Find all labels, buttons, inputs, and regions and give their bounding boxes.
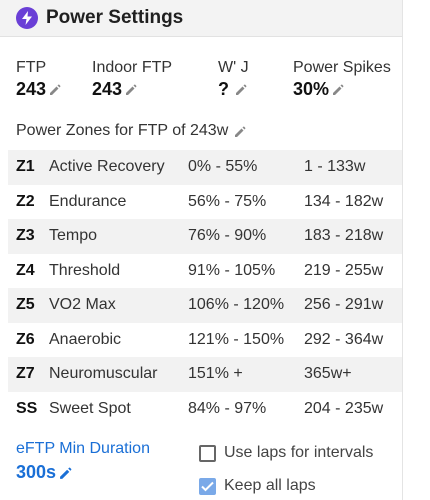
edit-pencil-icon[interactable]: [125, 84, 137, 96]
stat-value: 30%: [293, 79, 330, 99]
stat-label: FTP: [16, 59, 47, 76]
zone-row: Z7 Neuromuscular 151% + 365w+: [8, 357, 402, 392]
zone-code: SS: [16, 399, 38, 417]
stat-value: 243: [92, 79, 123, 99]
zone-row: Z3 Tempo 76% - 90% 183 - 218w: [8, 219, 402, 254]
zone-code: Z5: [16, 296, 35, 314]
stat-label: Power Spikes: [293, 59, 391, 76]
stat-ftp: FTP 243: [16, 59, 61, 99]
zone-percent: 76% - 90%: [188, 227, 267, 245]
zone-code: Z4: [16, 261, 35, 279]
lightning-bolt-icon: [16, 7, 38, 29]
zone-percent: 121% - 150%: [188, 330, 285, 348]
edit-pencil-icon[interactable]: [234, 126, 246, 138]
zone-watts: 183 - 218w: [304, 227, 384, 245]
zone-code: Z2: [16, 192, 35, 210]
zone-watts: 292 - 364w: [304, 330, 384, 348]
eftp-label: eFTP Min Duration: [16, 440, 150, 457]
zone-row: Z5 VO2 Max 106% - 120% 256 - 291w: [8, 288, 402, 323]
keep-all-laps-checkbox[interactable]: Keep all laps: [199, 477, 316, 495]
zone-percent: 56% - 75%: [188, 192, 267, 210]
power-zones-table: Z1 Active Recovery 0% - 55% 1 - 133w Z2 …: [8, 150, 402, 426]
zones-heading: Power Zones for FTP of 243w: [16, 122, 246, 140]
zone-name: VO2 Max: [49, 296, 116, 314]
zone-watts: 256 - 291w: [304, 296, 384, 314]
eftp-min-duration: eFTP Min Duration 300s: [16, 440, 150, 483]
stat-value: ?: [218, 79, 229, 99]
checkbox-unchecked-icon[interactable]: [199, 444, 216, 462]
zone-name: Endurance: [49, 192, 127, 210]
stat-label: Indoor FTP: [92, 59, 173, 76]
zone-percent: 151% +: [188, 365, 243, 383]
use-laps-checkbox[interactable]: Use laps for intervals: [199, 444, 373, 462]
zone-name: Tempo: [49, 227, 98, 245]
edit-pencil-icon[interactable]: [332, 84, 344, 96]
stat-indoor-ftp: Indoor FTP 243: [92, 59, 172, 99]
zone-row: Z1 Active Recovery 0% - 55% 1 - 133w: [8, 150, 402, 185]
panel-title: Power Settings: [46, 7, 184, 28]
zone-row: SS Sweet Spot 84% - 97% 204 - 235w: [8, 392, 402, 427]
use-laps-label: Use laps for intervals: [224, 444, 374, 461]
zone-watts: 134 - 182w: [304, 192, 384, 210]
stat-label: W' J: [218, 59, 249, 76]
zone-watts: 365w+: [304, 365, 352, 383]
eftp-value: 300s: [16, 462, 57, 482]
zone-percent: 84% - 97%: [188, 399, 267, 417]
zone-name: Sweet Spot: [49, 399, 131, 417]
zone-code: Z7: [16, 365, 35, 383]
zone-percent: 106% - 120%: [188, 296, 285, 314]
zone-row: Z6 Anaerobic 121% - 150% 292 - 364w: [8, 323, 402, 358]
zone-percent: 0% - 55%: [188, 158, 258, 176]
zone-code: Z1: [16, 158, 35, 176]
zone-code: Z6: [16, 330, 35, 348]
edit-pencil-icon[interactable]: [49, 84, 61, 96]
stat-w-prime: W' J ?: [218, 59, 249, 99]
power-settings-panel: Power Settings FTP 243 Indoor FTP 243 W'…: [0, 0, 403, 500]
zone-name: Neuromuscular: [49, 365, 158, 383]
stat-value: 243: [16, 79, 47, 99]
keep-all-laps-label: Keep all laps: [224, 477, 316, 494]
panel-header: Power Settings: [0, 0, 402, 37]
zone-watts: 1 - 133w: [304, 158, 366, 176]
zone-watts: 219 - 255w: [304, 261, 384, 279]
checkbox-checked-icon[interactable]: [199, 477, 216, 495]
zones-heading-text: Power Zones for FTP of 243w: [16, 122, 229, 139]
zone-watts: 204 - 235w: [304, 399, 384, 417]
edit-pencil-icon[interactable]: [59, 467, 72, 480]
zone-row: Z2 Endurance 56% - 75% 134 - 182w: [8, 185, 402, 220]
zone-percent: 91% - 105%: [188, 261, 276, 279]
edit-pencil-icon[interactable]: [235, 84, 247, 96]
zone-row: Z4 Threshold 91% - 105% 219 - 255w: [8, 254, 402, 289]
zone-name: Anaerobic: [49, 330, 122, 348]
zone-name: Active Recovery: [49, 158, 165, 176]
zone-code: Z3: [16, 227, 35, 245]
stat-power-spikes: Power Spikes 30%: [293, 59, 391, 99]
stats-row: FTP 243 Indoor FTP 243 W' J ?: [0, 37, 402, 115]
zone-name: Threshold: [49, 261, 121, 279]
